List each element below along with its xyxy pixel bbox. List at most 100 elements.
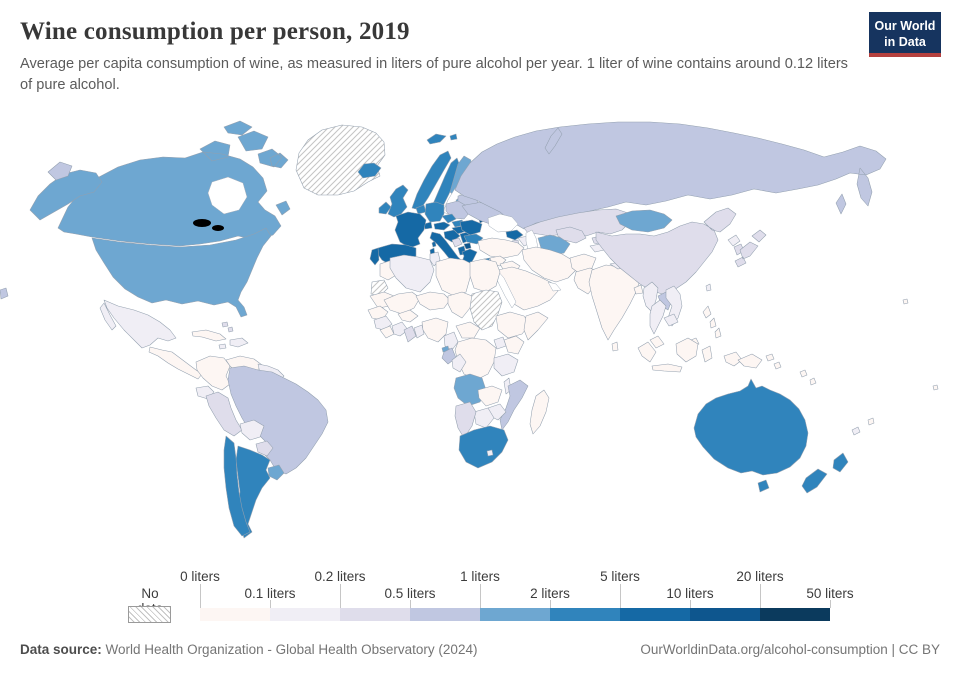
region-pacific-islands[interactable] <box>902 298 939 391</box>
region-cambodia[interactable] <box>663 313 679 327</box>
region-iran[interactable] <box>521 246 577 283</box>
region-bolivia[interactable] <box>239 419 265 441</box>
region-angola[interactable] <box>453 373 487 407</box>
region-tanzania[interactable] <box>493 353 519 377</box>
legend-segment-1[interactable] <box>270 608 340 621</box>
region-uzbekistan[interactable] <box>555 226 587 244</box>
legend-segment-4[interactable] <box>480 608 550 621</box>
region-germany[interactable] <box>424 201 445 223</box>
region-chad[interactable] <box>447 291 473 319</box>
owid-logo[interactable]: Our World in Data <box>869 12 941 57</box>
region-norway[interactable] <box>411 150 452 211</box>
region-japan[interactable] <box>734 229 767 268</box>
region-solomon[interactable] <box>799 369 817 386</box>
legend-segment-2[interactable] <box>340 608 410 621</box>
legend-tick-label: 2 liters <box>530 586 570 601</box>
region-czechia[interactable] <box>441 213 457 224</box>
region-congo[interactable] <box>451 353 467 373</box>
region-mexico[interactable] <box>99 299 177 349</box>
region-brazil[interactable] <box>227 365 329 475</box>
legend-segment-6[interactable] <box>620 608 690 621</box>
region-bosnia[interactable] <box>451 237 463 248</box>
region-bahamas[interactable] <box>221 321 234 333</box>
region-burkina-faso[interactable] <box>397 309 419 323</box>
region-argentina[interactable] <box>235 445 271 539</box>
region-iceland[interactable] <box>357 162 382 179</box>
region-algeria[interactable] <box>389 254 435 293</box>
region-taiwan[interactable] <box>705 283 712 292</box>
region-new-zealand[interactable] <box>801 452 849 494</box>
region-south-africa[interactable] <box>458 425 509 469</box>
legend-tick-label: 5 liters <box>600 569 640 584</box>
legend-segment-3[interactable] <box>410 608 480 621</box>
region-north-korea[interactable] <box>727 234 741 247</box>
region-sri-lanka[interactable] <box>611 341 619 352</box>
legend-segment-7[interactable] <box>690 608 760 621</box>
region-madagascar[interactable] <box>529 389 550 435</box>
region-indonesia[interactable] <box>637 337 743 373</box>
region-cameroon[interactable] <box>443 331 459 351</box>
region-map-edge-fragment[interactable] <box>0 287 9 300</box>
region-north-macedonia[interactable] <box>463 242 472 250</box>
region-papua-new-guinea[interactable] <box>737 353 782 370</box>
region-nigeria[interactable] <box>421 317 449 343</box>
region-zambia[interactable] <box>477 385 503 407</box>
legend-segment-0[interactable] <box>200 608 270 621</box>
region-jamaica[interactable] <box>218 343 227 350</box>
region-ireland[interactable] <box>378 201 392 215</box>
region-ivory-coast[interactable] <box>391 321 409 337</box>
region-botswana[interactable] <box>473 407 495 429</box>
region-australia[interactable] <box>693 378 809 476</box>
header: Wine consumption per person, 2019 Averag… <box>20 18 850 96</box>
region-egypt[interactable] <box>469 258 501 293</box>
region-cuba[interactable] <box>191 329 227 342</box>
region-central-america[interactable] <box>148 346 203 380</box>
region-tasmania[interactable] <box>757 479 770 493</box>
region-senegal[interactable] <box>367 305 389 321</box>
region-togo-benin[interactable] <box>413 324 425 339</box>
region-niger[interactable] <box>415 291 451 311</box>
region-namibia[interactable] <box>454 401 477 439</box>
legend-tick-label: 0.2 liters <box>314 569 366 584</box>
region-libya[interactable] <box>435 257 473 297</box>
region-lesotho[interactable] <box>486 449 494 457</box>
region-portugal[interactable] <box>369 247 380 266</box>
region-turkey[interactable] <box>477 237 525 259</box>
region-colombia[interactable] <box>195 355 231 391</box>
region-usa[interactable] <box>29 169 272 318</box>
region-russia[interactable] <box>47 121 887 230</box>
region-central-african-republic[interactable] <box>455 321 481 339</box>
region-hispaniola[interactable] <box>229 337 249 348</box>
region-kenya[interactable] <box>503 335 525 355</box>
no-data-swatch[interactable] <box>128 606 171 623</box>
region-ghana[interactable] <box>403 325 417 343</box>
legend-segment-8[interactable] <box>760 608 830 621</box>
region-new-caledonia[interactable] <box>851 426 861 436</box>
region-uk[interactable] <box>387 184 409 218</box>
legend-tick-label: 0.1 liters <box>244 586 296 601</box>
region-uruguay[interactable] <box>267 464 285 481</box>
region-fiji[interactable] <box>867 417 875 426</box>
region-canada[interactable] <box>57 120 291 247</box>
region-somalia[interactable] <box>523 311 549 341</box>
region-bangladesh[interactable] <box>633 284 644 295</box>
region-romania[interactable] <box>459 219 483 236</box>
region-greenland[interactable] <box>295 124 386 196</box>
region-mongolia[interactable] <box>615 209 673 233</box>
region-paraguay[interactable] <box>255 440 274 457</box>
region-philippines[interactable] <box>702 305 722 339</box>
region-thailand[interactable] <box>649 299 667 335</box>
region-svalbard[interactable] <box>426 133 458 145</box>
credit-link[interactable]: OurWorldinData.org/alcohol-consumption |… <box>640 642 940 657</box>
region-mali[interactable] <box>383 291 421 315</box>
region-china[interactable] <box>595 207 737 295</box>
region-france[interactable] <box>394 211 437 249</box>
legend-segment-5[interactable] <box>550 608 620 621</box>
region-uganda[interactable] <box>493 336 507 350</box>
region-austria[interactable] <box>433 221 451 231</box>
region-mozambique[interactable] <box>499 379 529 431</box>
region-georgia[interactable] <box>505 229 524 241</box>
region-sudan[interactable] <box>469 289 503 331</box>
region-chile[interactable] <box>223 435 251 537</box>
owid-logo-line1: Our World <box>874 19 936 33</box>
